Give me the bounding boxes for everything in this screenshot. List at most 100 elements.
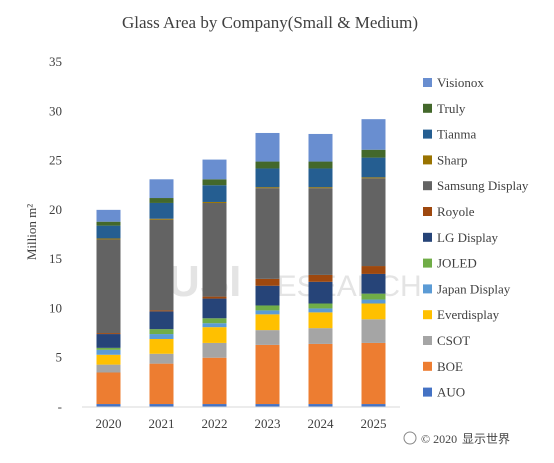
- legend-swatch: [423, 284, 432, 294]
- bar-boe-2024: [308, 343, 333, 405]
- y-axis-label: Million m²: [24, 204, 39, 260]
- bar-tianma-2022: [202, 185, 227, 202]
- y-tick-label: 35: [49, 54, 62, 69]
- legend: Visionox Truly Tianma Sharp Samsung Display R…: [423, 75, 529, 400]
- bar-everdisplay-2022: [202, 327, 227, 343]
- bar-sharp-2020: [96, 238, 121, 240]
- legend-item: BOE: [423, 359, 463, 374]
- bar-csot-2024: [308, 328, 333, 344]
- y-tick-label: -: [58, 399, 62, 414]
- bar-royole-2021: [149, 310, 174, 312]
- legend-label: Truly: [437, 101, 466, 116]
- bar-auo-2024: [308, 404, 333, 407]
- y-tick-label: 15: [49, 251, 62, 266]
- legend-swatch: [423, 207, 432, 216]
- x-tick-label: 2023: [255, 416, 281, 431]
- bar-stack-2023: [255, 132, 280, 407]
- bar-japan-display-2022: [202, 323, 227, 328]
- bar-boe-2021: [149, 363, 174, 405]
- bar-tianma-2021: [149, 202, 174, 219]
- bar-samsung-display-2023: [255, 188, 280, 279]
- bar-royole-2020: [96, 333, 121, 335]
- legend-swatch: [423, 78, 432, 87]
- bar-japan-display-2020: [96, 349, 121, 355]
- bar-everdisplay-2021: [149, 338, 174, 354]
- bar-royole-2025: [361, 266, 386, 274]
- bar-stack-2022: [202, 159, 227, 407]
- bar-lg-display-2022: [202, 298, 227, 319]
- bar-samsung-display-2020: [96, 239, 121, 334]
- y-tick-label: 5: [56, 350, 63, 365]
- bar-stack-2025: [361, 119, 386, 407]
- bar-japan-display-2025: [361, 299, 386, 304]
- bar-everdisplay-2025: [361, 303, 386, 320]
- legend-item: Samsung Display: [423, 178, 529, 193]
- bar-lg-display-2025: [361, 273, 386, 294]
- legend-label: CSOT: [437, 333, 470, 348]
- bar-visionox-2021: [149, 179, 174, 199]
- legend-item: Sharp: [423, 152, 467, 167]
- legend-swatch: [423, 336, 432, 345]
- bar-sharp-2021: [149, 218, 174, 220]
- bar-everdisplay-2020: [96, 354, 121, 365]
- bar-visionox-2020: [96, 209, 121, 222]
- legend-label: Everdisplay: [437, 307, 500, 322]
- x-tick-label: 2020: [96, 416, 122, 431]
- footer-prefix: © 2020: [421, 432, 457, 446]
- legend-swatch: [423, 181, 432, 191]
- footer: © 2020 显示世界: [403, 431, 510, 446]
- x-tick-label: 2022: [202, 416, 228, 431]
- legend-swatch: [423, 310, 432, 320]
- legend-label: Visionox: [437, 75, 484, 90]
- legend-label: Samsung Display: [437, 178, 529, 193]
- legend-label: Royole: [437, 204, 475, 219]
- legend-label: BOE: [437, 359, 463, 374]
- bar-joled-2022: [202, 318, 227, 324]
- legend-item: JOLED: [423, 256, 477, 271]
- bar-japan-display-2023: [255, 310, 280, 315]
- bar-japan-display-2024: [308, 308, 333, 313]
- bar-csot-2023: [255, 330, 280, 345]
- legend-label: LG Display: [437, 230, 499, 245]
- legend-item: Everdisplay: [423, 307, 500, 322]
- bar-samsung-display-2025: [361, 178, 386, 267]
- bar-japan-display-2021: [149, 334, 174, 339]
- bar-visionox-2023: [255, 132, 280, 162]
- bar-joled-2025: [361, 293, 386, 300]
- legend-swatch: [423, 155, 432, 165]
- legend-label: Sharp: [437, 152, 467, 167]
- bar-visionox-2025: [361, 119, 386, 150]
- legend-swatch: [423, 361, 432, 371]
- legend-item: Japan Display: [423, 281, 511, 296]
- legend-item: Truly: [423, 101, 466, 116]
- bar-royole-2022: [202, 296, 227, 299]
- bar-csot-2021: [149, 353, 174, 364]
- bar-royole-2024: [308, 274, 333, 282]
- legend-swatch: [423, 258, 432, 268]
- bar-lg-display-2021: [149, 311, 174, 330]
- bar-stack-2021: [149, 179, 174, 407]
- bar-tianma-2023: [255, 168, 280, 188]
- bar-truly-2025: [361, 149, 386, 158]
- bar-auo-2023: [255, 404, 280, 407]
- legend-label: AUO: [437, 385, 465, 400]
- bar-truly-2023: [255, 161, 280, 169]
- legend-swatch: [423, 232, 432, 242]
- bar-sharp-2022: [202, 201, 227, 203]
- bar-truly-2022: [202, 179, 227, 186]
- wechat-icon: [403, 431, 417, 445]
- legend-item: AUO: [423, 385, 465, 400]
- bar-tianma-2025: [361, 157, 386, 178]
- watermark-word: RESEARCH: [255, 270, 422, 303]
- y-tick-label: 25: [49, 153, 62, 168]
- bar-lg-display-2024: [308, 281, 333, 304]
- bar-boe-2022: [202, 357, 227, 405]
- bar-stack-2024: [308, 133, 333, 407]
- legend-label: Japan Display: [437, 281, 511, 296]
- bar-truly-2020: [96, 221, 121, 226]
- y-tick-label: 30: [49, 103, 62, 118]
- bar-samsung-display-2024: [308, 188, 333, 275]
- bar-boe-2023: [255, 344, 280, 405]
- bar-csot-2022: [202, 342, 227, 358]
- bar-royole-2023: [255, 278, 280, 286]
